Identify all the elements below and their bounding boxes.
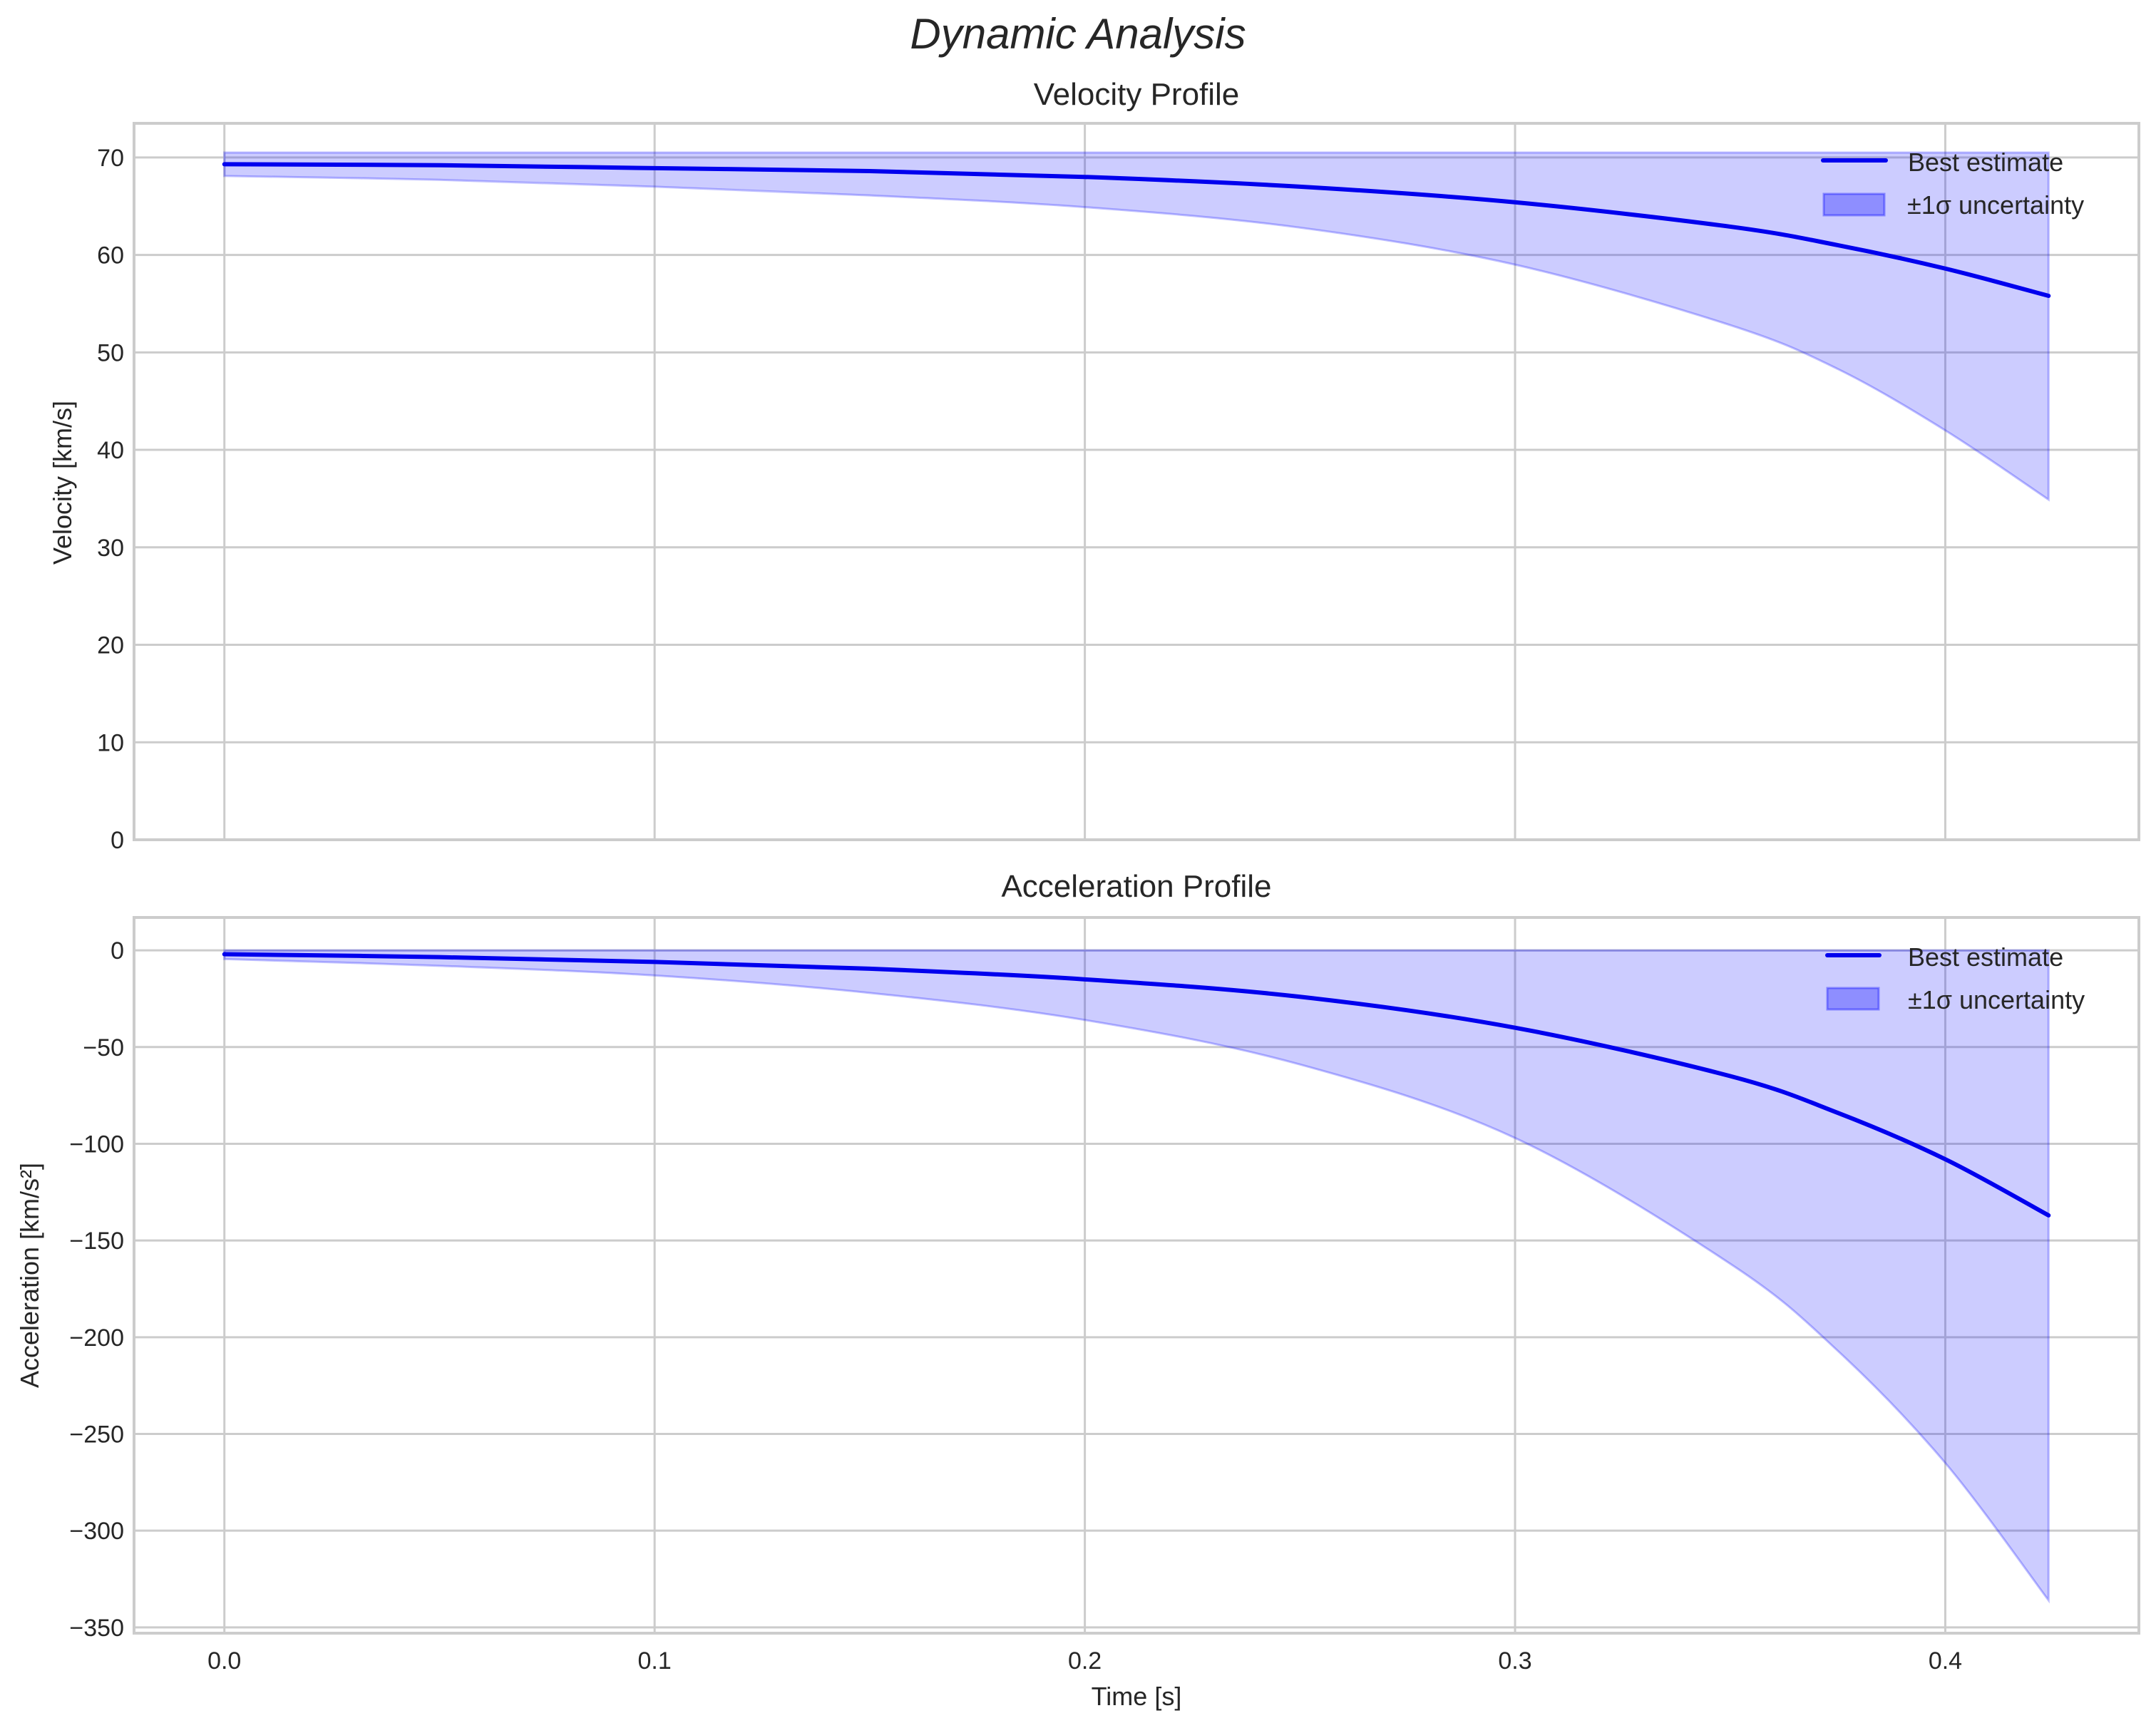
axes-spines: [133, 916, 2140, 1635]
velocity-axes-title: Velocity Profile: [1034, 77, 1240, 112]
y-tick-label: 60: [97, 242, 124, 269]
acceleration-y-axis-label: Acceleration [km/s²]: [15, 1163, 44, 1388]
velocity-best-estimate-line: [222, 162, 2051, 299]
acceleration-grid: [134, 917, 2139, 1633]
y-tick-label: −100: [69, 1131, 124, 1158]
y-tick-label: 0: [111, 827, 124, 854]
acceleration-uncertainty-band: [223, 949, 2050, 1604]
uncertainty-band-area: [223, 949, 2050, 1604]
best-estimate-path: [222, 952, 2051, 1218]
y-tick-label: −200: [69, 1325, 124, 1352]
velocity-axes-frame: [133, 122, 2140, 841]
y-tick-label: 10: [97, 729, 124, 756]
y-tick-label: 20: [97, 632, 124, 659]
acceleration-legend: Best estimate ±1σ uncertainty: [1825, 942, 2085, 1014]
legend-label-best-estimate: Best estimate: [1908, 148, 2063, 177]
y-tick-label: 50: [97, 339, 124, 366]
y-tick-label: −150: [69, 1228, 124, 1255]
y-tick-label: 0: [111, 937, 124, 965]
legend-band-swatch: [1826, 987, 1880, 1011]
acceleration-axes: Acceleration Profile 0 −50 −100 −150 −200 −25…: [15, 869, 2140, 1711]
velocity-y-tick-labels: 0 10 20 30 40 50 60 70: [97, 145, 124, 854]
velocity-legend: Best estimate ±1σ uncertainty: [1821, 148, 2084, 220]
y-tick-label: −350: [69, 1615, 124, 1642]
x-axis-label: Time [s]: [1092, 1682, 1182, 1711]
axes-spines: [133, 122, 2140, 841]
y-tick-label: −300: [69, 1518, 124, 1545]
y-tick-label: −50: [83, 1034, 124, 1061]
uncertainty-band-area: [223, 151, 2050, 502]
x-tick-label: 0.4: [1929, 1647, 1962, 1675]
legend-label-best-estimate: Best estimate: [1908, 942, 2063, 972]
x-tick-label: 0.3: [1498, 1647, 1531, 1675]
y-tick-label: 30: [97, 535, 124, 562]
velocity-y-axis-label: Velocity [km/s]: [48, 401, 77, 565]
acceleration-axes-frame: [133, 916, 2140, 1635]
y-tick-label: −250: [69, 1421, 124, 1449]
best-estimate-path: [222, 162, 2051, 299]
legend-band-swatch: [1822, 192, 1886, 217]
acceleration-y-tick-labels: 0 −50 −100 −150 −200 −250 −300 −350: [69, 937, 124, 1642]
x-tick-label: 0.0: [207, 1647, 241, 1675]
y-tick-label: 40: [97, 437, 124, 464]
y-tick-label: 70: [97, 145, 124, 172]
x-tick-label: 0.2: [1068, 1647, 1102, 1675]
velocity-uncertainty-band: [223, 151, 2050, 502]
velocity-axes: Velocity Profile 0 10 20 30 40 50 60 70 Velocit…: [48, 77, 2140, 854]
legend-label-uncertainty: ±1σ uncertainty: [1907, 190, 2084, 220]
legend-label-uncertainty: ±1σ uncertainty: [1908, 985, 2085, 1014]
x-tick-label: 0.1: [638, 1647, 672, 1675]
acceleration-best-estimate-line: [222, 952, 2051, 1218]
figure-suptitle: Dynamic Analysis: [910, 10, 1246, 58]
acceleration-axes-title: Acceleration Profile: [1001, 869, 1271, 904]
acceleration-x-tick-labels: 0.0 0.1 0.2 0.3 0.4: [207, 1647, 1962, 1675]
